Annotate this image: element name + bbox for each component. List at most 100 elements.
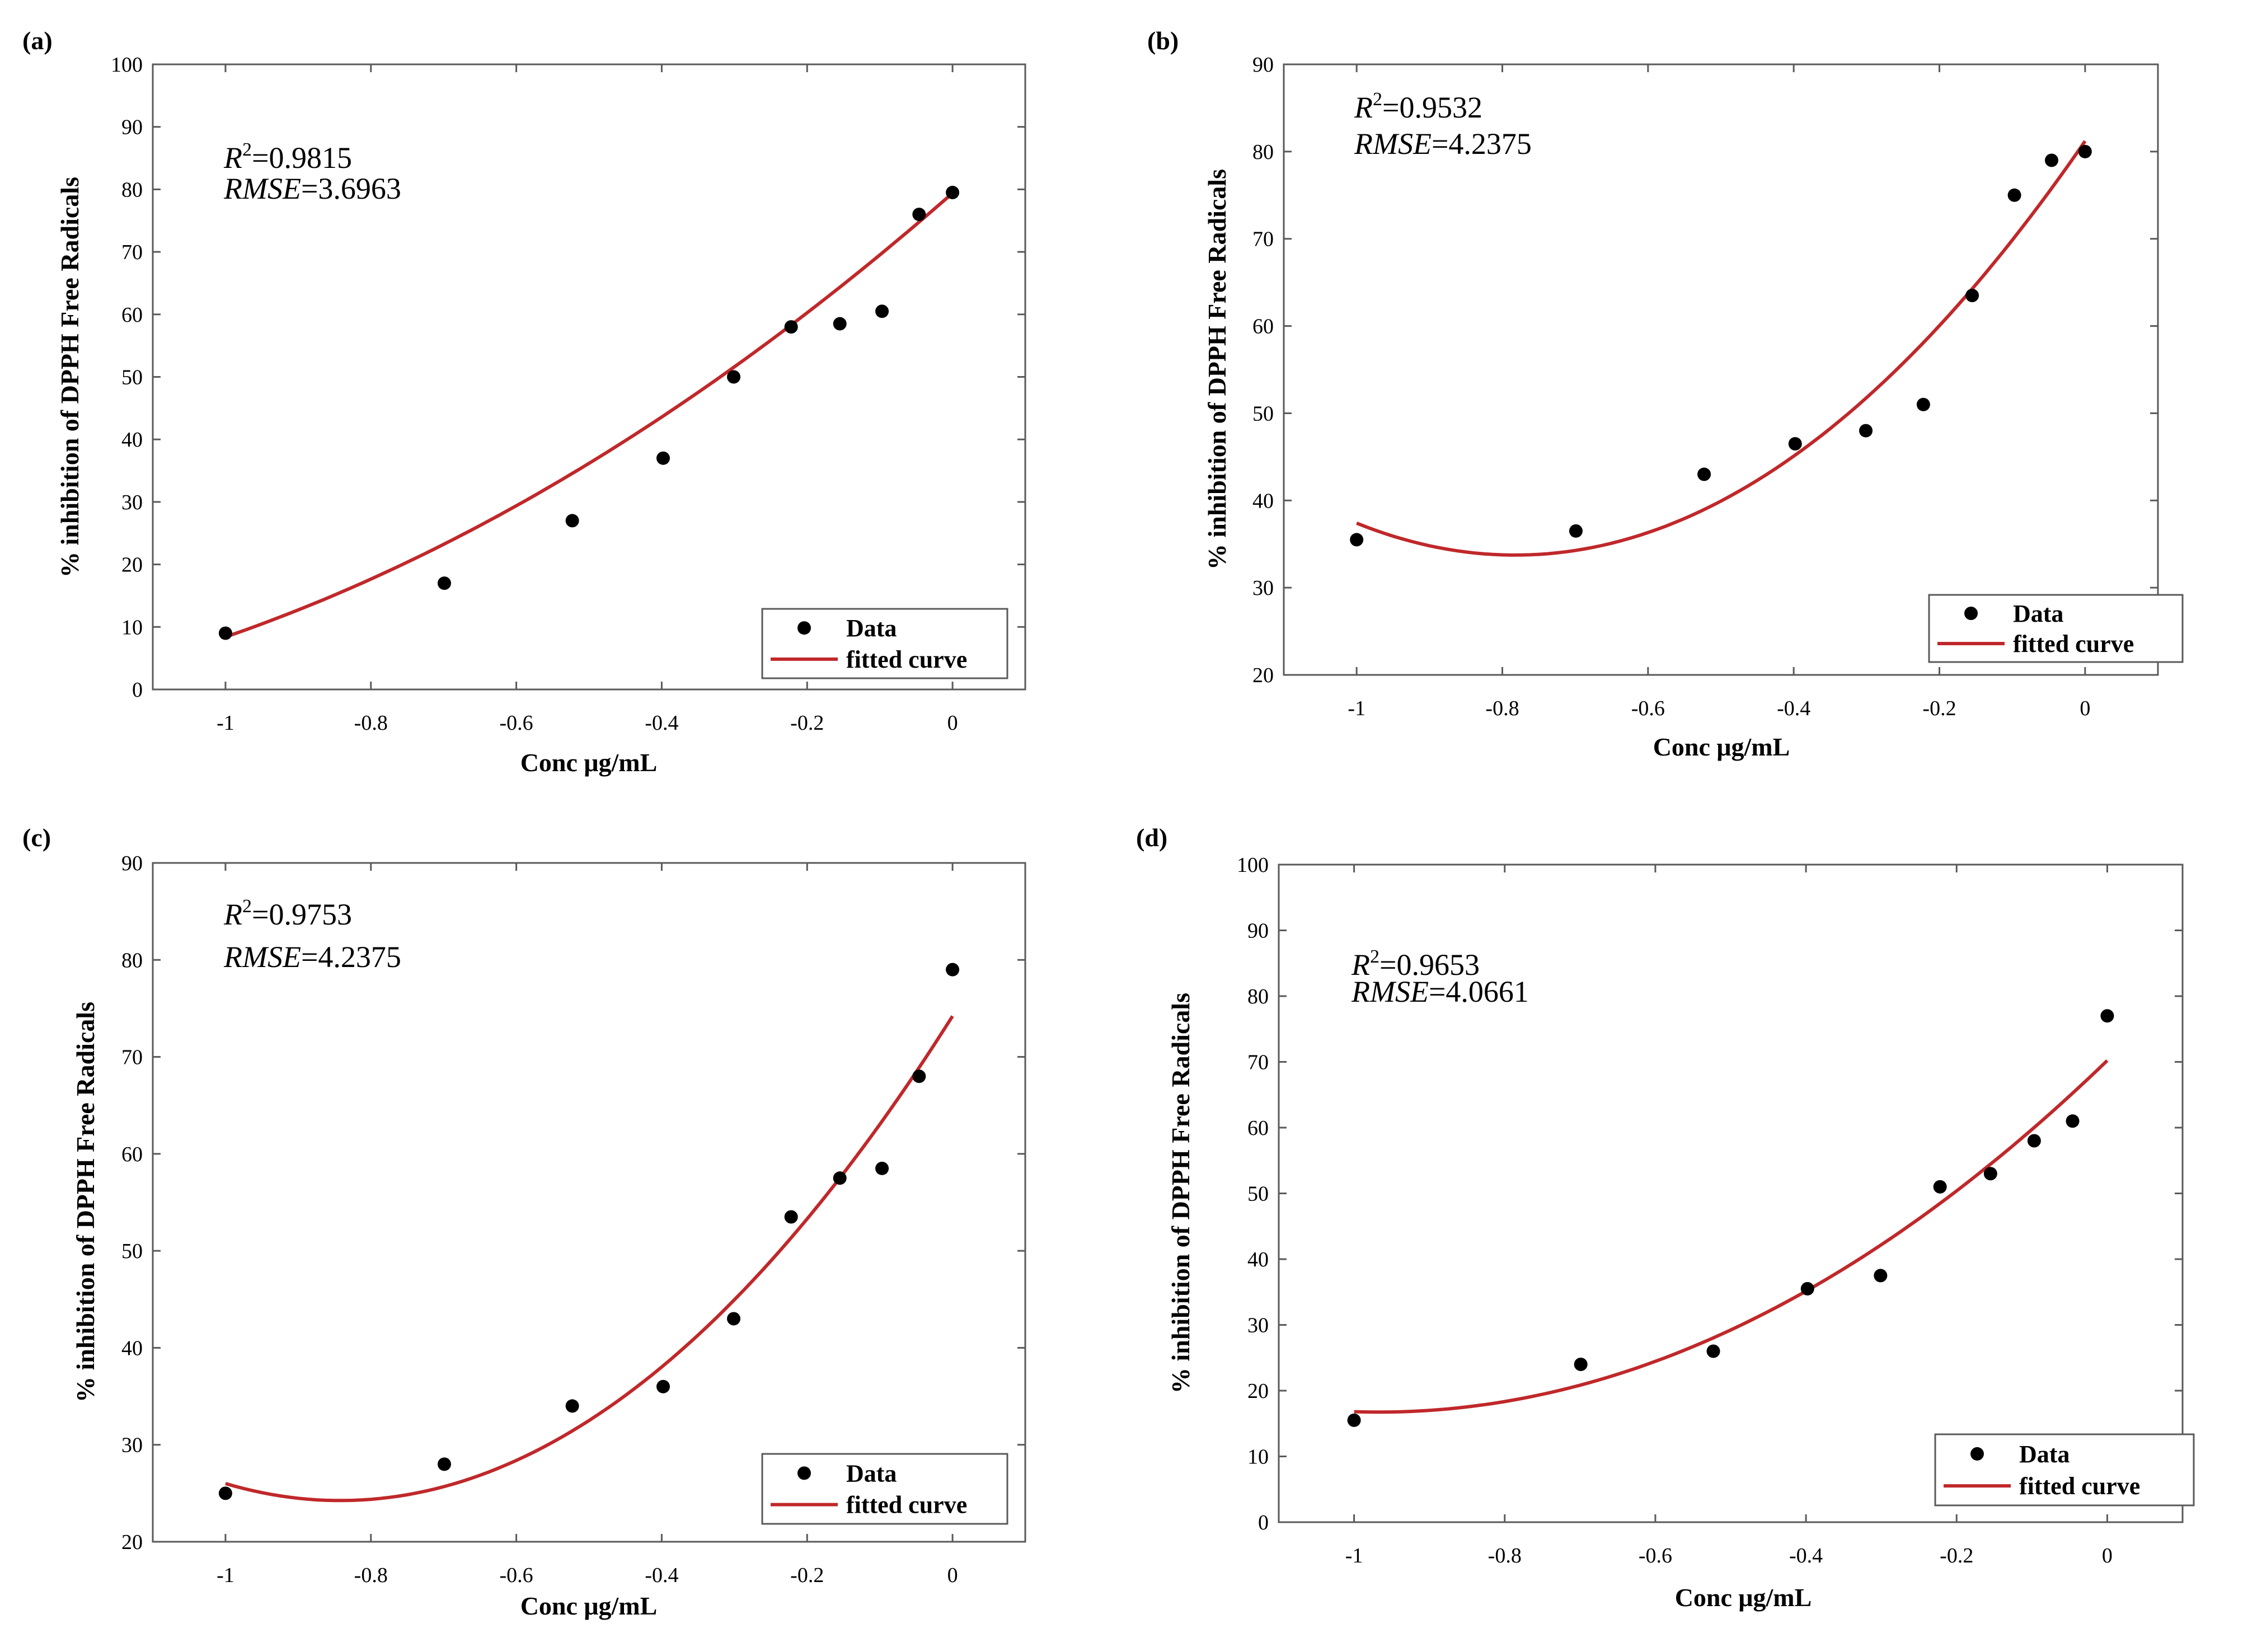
legend-data-marker bbox=[797, 1466, 811, 1480]
rmse-symbol: RMSE bbox=[223, 940, 301, 974]
y-tick-label: 70 bbox=[121, 1046, 143, 1069]
y-tick-label: 30 bbox=[1247, 1314, 1269, 1337]
x-tick-label: -0.6 bbox=[500, 1564, 533, 1587]
x-tick-label: -0.8 bbox=[1485, 697, 1519, 720]
legend-data-label: Data bbox=[2013, 600, 2063, 627]
data-point bbox=[1874, 1269, 1888, 1283]
rmse-symbol: RMSE bbox=[1351, 975, 1429, 1008]
fitted-curve-line bbox=[1356, 140, 2087, 557]
rmse-symbol: RMSE bbox=[223, 172, 301, 205]
data-point bbox=[946, 185, 960, 199]
x-tick-label: -1 bbox=[1345, 1544, 1363, 1567]
y-tick-label: 0 bbox=[132, 678, 143, 702]
data-point bbox=[912, 208, 926, 222]
x-tick-label: -0.4 bbox=[645, 711, 678, 735]
data-point bbox=[2066, 1114, 2080, 1128]
legend-data-marker bbox=[1970, 1447, 1984, 1461]
x-tick-label: -0.6 bbox=[500, 711, 533, 735]
y-tick-label: 70 bbox=[121, 241, 143, 264]
x-tick-label: 0 bbox=[2080, 697, 2090, 720]
rmse-annotation: RMSE=3.6963 bbox=[223, 172, 401, 205]
r-squared-annotation: R2=0.9653 bbox=[1351, 946, 1480, 982]
x-tick-label: -1 bbox=[217, 711, 234, 735]
y-tick-label: 20 bbox=[121, 553, 143, 577]
y-tick-label: 30 bbox=[1252, 576, 1274, 600]
data-point bbox=[218, 626, 232, 640]
r-squared-annotation: R2=0.9815 bbox=[223, 139, 352, 175]
y-tick-label: 20 bbox=[1247, 1379, 1269, 1403]
data-point bbox=[1788, 437, 1802, 450]
rmse-value: =4.2375 bbox=[301, 940, 401, 974]
x-tick-label: -0.4 bbox=[1777, 697, 1810, 720]
y-tick-label: 90 bbox=[1252, 53, 1274, 77]
x-tick-label: -0.6 bbox=[1631, 697, 1665, 720]
legend-fit-label: fitted curve bbox=[846, 646, 967, 673]
data-point bbox=[1933, 1180, 1947, 1194]
data-point bbox=[1706, 1344, 1720, 1358]
data-point bbox=[875, 1161, 889, 1175]
data-point bbox=[1347, 1413, 1361, 1427]
legend-box bbox=[761, 1453, 1008, 1525]
r-squared-annotation: R2=0.9753 bbox=[223, 896, 352, 931]
y-tick-label: 80 bbox=[1252, 140, 1274, 164]
r-squared-value: =0.9653 bbox=[1379, 948, 1480, 982]
data-point bbox=[218, 1486, 232, 1500]
y-tick-label: 100 bbox=[1237, 853, 1269, 877]
y-tick-label: 60 bbox=[1247, 1116, 1269, 1140]
r-symbol: R bbox=[1354, 91, 1373, 124]
panel-label: (c) bbox=[22, 823, 51, 852]
x-tick-label: -0.4 bbox=[645, 1564, 678, 1587]
fitted-curve-line bbox=[224, 191, 954, 639]
data-point bbox=[784, 1210, 798, 1224]
r-symbol: R bbox=[1351, 948, 1370, 982]
data-point bbox=[437, 576, 451, 590]
plot-frame bbox=[152, 862, 1026, 1543]
data-point bbox=[833, 1171, 847, 1185]
data-point bbox=[2007, 188, 2021, 202]
y-tick-label: 90 bbox=[121, 852, 143, 875]
data-point bbox=[2078, 144, 2092, 158]
legend-fit-label: fitted curve bbox=[2019, 1472, 2140, 1500]
panel-label: (b) bbox=[1147, 26, 1179, 55]
data-point bbox=[1859, 424, 1873, 438]
y-tick-label: 90 bbox=[1247, 919, 1269, 943]
y-axis-label: % inhibition of DPPH Free Radicals bbox=[1203, 169, 1231, 570]
y-tick-label: 20 bbox=[121, 1531, 143, 1554]
data-point bbox=[656, 1379, 670, 1393]
data-point bbox=[1350, 533, 1364, 547]
y-tick-label: 30 bbox=[121, 1434, 143, 1457]
y-tick-label: 50 bbox=[121, 366, 143, 389]
legend-data-marker bbox=[797, 621, 811, 635]
panel-label: (a) bbox=[22, 26, 53, 55]
data-point bbox=[1800, 1282, 1814, 1296]
x-tick-label: -0.2 bbox=[790, 711, 824, 735]
legend-data-label: Data bbox=[846, 614, 897, 642]
rmse-annotation: RMSE=4.2375 bbox=[1354, 127, 1532, 161]
r-exponent: 2 bbox=[1373, 89, 1382, 110]
data-point bbox=[727, 1312, 741, 1326]
r-exponent: 2 bbox=[1370, 946, 1379, 967]
data-point bbox=[565, 1399, 579, 1413]
rmse-value: =4.0661 bbox=[1429, 975, 1529, 1008]
plot-frame bbox=[1283, 63, 2159, 676]
data-point bbox=[784, 320, 798, 334]
data-point bbox=[437, 1457, 451, 1471]
y-tick-label: 40 bbox=[121, 428, 143, 452]
data-point bbox=[833, 317, 847, 331]
r-squared-value: =0.9753 bbox=[252, 898, 352, 931]
data-point bbox=[1965, 289, 1979, 303]
r-exponent: 2 bbox=[242, 896, 252, 917]
data-point bbox=[656, 451, 670, 465]
legend-box bbox=[1928, 594, 2184, 663]
x-tick-label: -1 bbox=[1348, 697, 1365, 720]
y-axis-label: % inhibition of DPPH Free Radicals bbox=[1166, 993, 1195, 1393]
legend-fit-label: fitted curve bbox=[2013, 630, 2134, 658]
x-tick-label: -0.2 bbox=[1940, 1544, 1973, 1567]
rmse-annotation: RMSE=4.2375 bbox=[223, 940, 401, 974]
x-axis-label: Conc μg/mL bbox=[520, 1592, 658, 1620]
x-tick-label: -0.6 bbox=[1639, 1544, 1672, 1567]
y-tick-label: 10 bbox=[1247, 1446, 1269, 1469]
data-point bbox=[1697, 467, 1711, 481]
